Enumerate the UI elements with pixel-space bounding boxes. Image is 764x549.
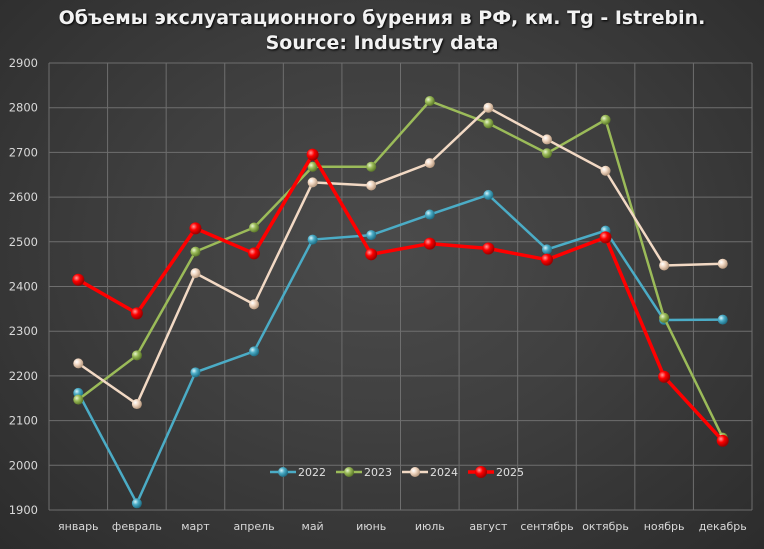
series-2025	[72, 148, 729, 447]
legend-item-2022[interactable]: 2022	[270, 466, 326, 479]
data-point[interactable]	[190, 246, 201, 257]
y-tick-label: 2500	[9, 235, 38, 249]
data-point[interactable]	[365, 248, 378, 261]
legend-marker-icon	[278, 467, 288, 477]
chart-title-line1: Объемы экслуатационного бурения в РФ, км…	[58, 7, 706, 29]
data-point[interactable]	[424, 158, 435, 169]
data-point[interactable]	[131, 399, 142, 410]
legend-marker-icon	[410, 467, 420, 477]
x-tick-label: декабрь	[699, 520, 747, 533]
y-tick-label: 2700	[9, 145, 38, 159]
data-point[interactable]	[366, 161, 377, 172]
x-tick-label: июнь	[356, 520, 386, 533]
series-group	[72, 95, 729, 509]
y-tick-label: 2200	[9, 369, 38, 383]
data-point[interactable]	[658, 370, 671, 383]
data-point[interactable]	[249, 222, 260, 233]
legend-label: 2025	[496, 466, 524, 479]
x-tick-label: сентябрь	[520, 520, 573, 533]
data-point[interactable]	[73, 358, 84, 369]
x-tick-label: май	[302, 520, 324, 533]
data-point[interactable]	[249, 346, 260, 357]
x-tick-label: февраль	[112, 520, 162, 533]
legend-item-2025[interactable]: 2025	[468, 466, 524, 479]
y-tick-label: 2600	[9, 190, 38, 204]
data-point[interactable]	[131, 498, 142, 509]
data-point[interactable]	[717, 314, 728, 325]
legend-marker-icon	[344, 467, 354, 477]
legend-item-2024[interactable]: 2024	[402, 466, 458, 479]
legend-label: 2022	[298, 466, 326, 479]
y-tick-label: 2100	[9, 414, 38, 428]
data-point[interactable]	[600, 165, 611, 176]
y-tick-label: 2300	[9, 324, 38, 338]
data-point[interactable]	[190, 268, 201, 279]
legend: 2022 2023 2024 2025	[270, 466, 524, 479]
data-point[interactable]	[599, 231, 612, 244]
data-point[interactable]	[659, 260, 670, 271]
data-point[interactable]	[131, 350, 142, 361]
x-tick-label: март	[181, 520, 210, 533]
data-point[interactable]	[483, 189, 494, 200]
data-point[interactable]	[541, 134, 552, 145]
data-point[interactable]	[248, 247, 261, 260]
data-point[interactable]	[249, 299, 260, 310]
series-line-2023	[77, 99, 724, 439]
data-point[interactable]	[717, 258, 728, 269]
legend-marker-icon	[475, 466, 487, 478]
data-point[interactable]	[307, 161, 318, 172]
x-tick-label: август	[469, 520, 508, 533]
data-point[interactable]	[72, 273, 85, 286]
x-tick-label: январь	[58, 520, 99, 533]
data-point[interactable]	[541, 244, 552, 255]
y-tick-label: 2800	[9, 101, 38, 115]
series-line-2022	[77, 193, 723, 505]
data-point[interactable]	[307, 177, 318, 188]
x-tick-label: октябрь	[582, 520, 629, 533]
data-point[interactable]	[190, 367, 201, 378]
data-point[interactable]	[483, 102, 494, 113]
data-point[interactable]	[307, 234, 318, 245]
data-point[interactable]	[366, 180, 377, 191]
data-point[interactable]	[424, 209, 435, 220]
gridlines	[48, 62, 753, 511]
x-tick-label: июль	[415, 520, 445, 533]
data-point[interactable]	[482, 242, 495, 255]
y-tick-label: 2900	[9, 56, 38, 70]
y-tick-label: 2400	[9, 280, 38, 294]
data-point[interactable]	[73, 394, 84, 405]
data-point[interactable]	[483, 118, 494, 129]
series-line-2024	[77, 106, 723, 406]
data-point[interactable]	[424, 95, 435, 106]
legend-label: 2023	[364, 466, 392, 479]
series-2023	[73, 95, 728, 443]
data-point[interactable]	[130, 307, 143, 320]
data-point[interactable]	[423, 237, 436, 250]
series-2024	[73, 102, 728, 410]
x-tick-label: ноябрь	[644, 520, 685, 533]
series-line-2025	[77, 152, 724, 442]
x-axis: январь февраль март апрель май июнь июль август…	[58, 520, 747, 533]
chart-title-line2: Source: Industry data	[265, 32, 499, 54]
data-point[interactable]	[306, 148, 319, 161]
chart-title: Объемы экслуатационного бурения в РФ, км…	[0, 6, 764, 56]
data-point[interactable]	[659, 312, 670, 323]
data-point[interactable]	[366, 230, 377, 241]
data-point[interactable]	[189, 222, 202, 235]
legend-item-2023[interactable]: 2023	[336, 466, 392, 479]
data-point[interactable]	[540, 253, 553, 266]
data-point[interactable]	[600, 114, 611, 125]
y-axis: 1900 2000 2100 2200 2300 2400 2500 2600 2700 2800…	[9, 56, 38, 517]
y-tick-label: 2000	[9, 458, 38, 472]
data-point[interactable]	[716, 434, 729, 447]
legend-label: 2024	[430, 466, 458, 479]
data-point[interactable]	[541, 148, 552, 159]
x-tick-label: апрель	[233, 520, 274, 533]
y-tick-label: 1900	[9, 503, 38, 517]
